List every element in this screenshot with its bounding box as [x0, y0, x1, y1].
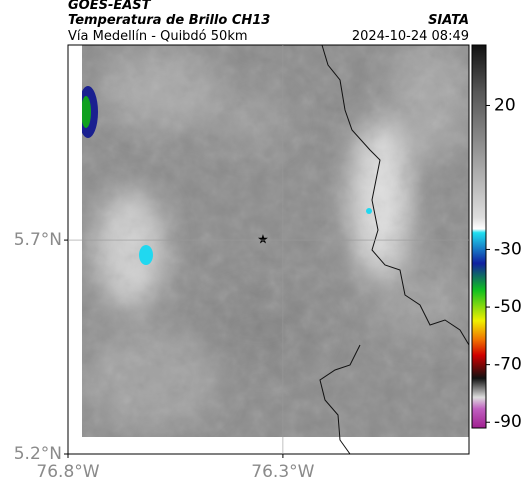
subtitle: Vía Medellín - Quibdó 50km — [68, 29, 248, 44]
map-frame — [67, 44, 470, 455]
colorbar-tick-label: -30 — [494, 239, 522, 259]
y-tick-label: 5.2°N — [14, 444, 62, 464]
colorbar — [471, 44, 487, 429]
y-tick-label: 5.7°N — [14, 230, 62, 250]
title: Temperatura de Brillo CH13 — [68, 13, 270, 28]
colorbar-tick-label: 20 — [494, 95, 516, 115]
x-tick-label: 76.8°W — [36, 462, 99, 482]
org: SIATA — [428, 13, 469, 28]
colorbar-tick-label: -90 — [494, 412, 522, 432]
colorbar-tick-label: -50 — [494, 297, 522, 317]
datetime: 2024-10-24 08:49 — [352, 29, 469, 44]
x-tick-label: 76.3°W — [251, 462, 314, 482]
source: GOES-EAST — [68, 0, 152, 13]
colorbar-tick-label: -70 — [494, 355, 522, 375]
satellite-image — [82, 45, 469, 437]
